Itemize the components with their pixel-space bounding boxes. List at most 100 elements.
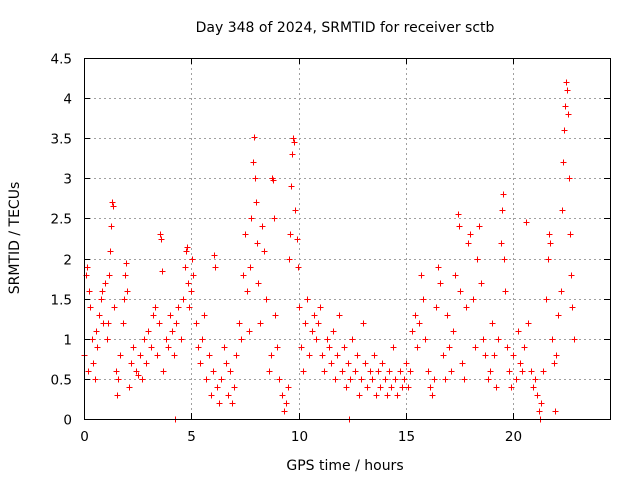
data-point xyxy=(93,328,100,335)
data-point xyxy=(261,248,268,255)
data-point xyxy=(456,223,463,230)
data-point xyxy=(530,384,537,391)
data-point xyxy=(319,352,326,359)
data-point xyxy=(87,304,94,311)
data-point xyxy=(272,312,279,319)
x-axis-label: GPS time / hours xyxy=(286,458,403,474)
data-point xyxy=(354,352,361,359)
data-point xyxy=(444,312,451,319)
data-point xyxy=(405,384,412,391)
data-point xyxy=(292,207,299,214)
data-point xyxy=(99,288,106,295)
y-axis-label: SRMTID / TECUs xyxy=(7,182,23,295)
data-point xyxy=(182,264,189,271)
data-point xyxy=(214,384,221,391)
data-point xyxy=(111,304,118,311)
data-point xyxy=(463,304,470,311)
data-point xyxy=(493,384,500,391)
data-point xyxy=(254,240,261,247)
data-point xyxy=(211,252,218,259)
data-point xyxy=(427,384,434,391)
data-point xyxy=(85,368,92,375)
data-point xyxy=(506,368,513,375)
data-point xyxy=(113,368,120,375)
data-point xyxy=(553,352,560,359)
data-point xyxy=(270,177,277,184)
data-point xyxy=(242,231,249,238)
data-point xyxy=(130,344,137,351)
data-point xyxy=(448,368,455,375)
data-point xyxy=(183,248,190,255)
data-point xyxy=(291,139,298,146)
data-point xyxy=(167,312,174,319)
data-point xyxy=(540,368,547,375)
data-point xyxy=(156,320,163,327)
data-point xyxy=(159,268,166,275)
data-point xyxy=(390,344,397,351)
data-point xyxy=(236,320,243,327)
data-point xyxy=(105,320,112,327)
data-point xyxy=(392,376,399,383)
data-point xyxy=(250,159,257,166)
data-point xyxy=(210,368,217,375)
data-point xyxy=(208,392,215,399)
data-point xyxy=(251,134,258,141)
data-point xyxy=(276,376,283,383)
data-point xyxy=(515,328,522,335)
data-point xyxy=(420,296,427,303)
data-point xyxy=(461,376,468,383)
data-point xyxy=(169,328,176,335)
data-point xyxy=(401,376,408,383)
data-point xyxy=(315,320,322,327)
data-point xyxy=(281,408,288,415)
data-point xyxy=(148,344,155,351)
data-point xyxy=(313,336,320,343)
y-tick-label: 1.5 xyxy=(51,293,72,309)
data-point xyxy=(180,296,187,303)
data-point xyxy=(248,215,255,222)
x-tick-label: 20 xyxy=(505,429,522,445)
data-point xyxy=(289,151,296,158)
data-point xyxy=(328,360,335,367)
y-tick-label: 4.5 xyxy=(51,52,72,68)
data-point xyxy=(173,320,180,327)
data-point xyxy=(201,312,208,319)
data-point xyxy=(369,376,376,383)
data-point xyxy=(519,368,526,375)
y-tick-label: 1 xyxy=(63,333,72,349)
data-point xyxy=(495,336,502,343)
data-point xyxy=(565,111,572,118)
data-point xyxy=(268,352,275,359)
data-point xyxy=(160,368,167,375)
data-point xyxy=(274,344,281,351)
data-point xyxy=(143,360,150,367)
data-point xyxy=(184,244,191,251)
data-point xyxy=(399,384,406,391)
data-point xyxy=(199,336,206,343)
data-point xyxy=(532,376,539,383)
data-point xyxy=(347,376,354,383)
data-point xyxy=(197,360,204,367)
data-point xyxy=(193,320,200,327)
data-point xyxy=(394,392,401,399)
x-tick-label: 10 xyxy=(291,429,308,445)
data-point xyxy=(89,336,96,343)
data-point xyxy=(502,288,509,295)
data-point xyxy=(356,392,363,399)
data-point xyxy=(117,352,124,359)
data-point xyxy=(336,312,343,319)
data-point xyxy=(422,336,429,343)
data-point xyxy=(364,384,371,391)
data-point xyxy=(255,280,262,287)
data-point xyxy=(324,336,331,343)
data-point xyxy=(171,352,178,359)
data-point xyxy=(513,376,520,383)
data-point xyxy=(126,384,133,391)
y-tick-label: 0.5 xyxy=(51,373,72,389)
data-point xyxy=(223,360,230,367)
data-point xyxy=(246,328,253,335)
data-point xyxy=(412,312,419,319)
data-point xyxy=(104,336,111,343)
data-point xyxy=(371,352,378,359)
data-point xyxy=(470,296,477,303)
